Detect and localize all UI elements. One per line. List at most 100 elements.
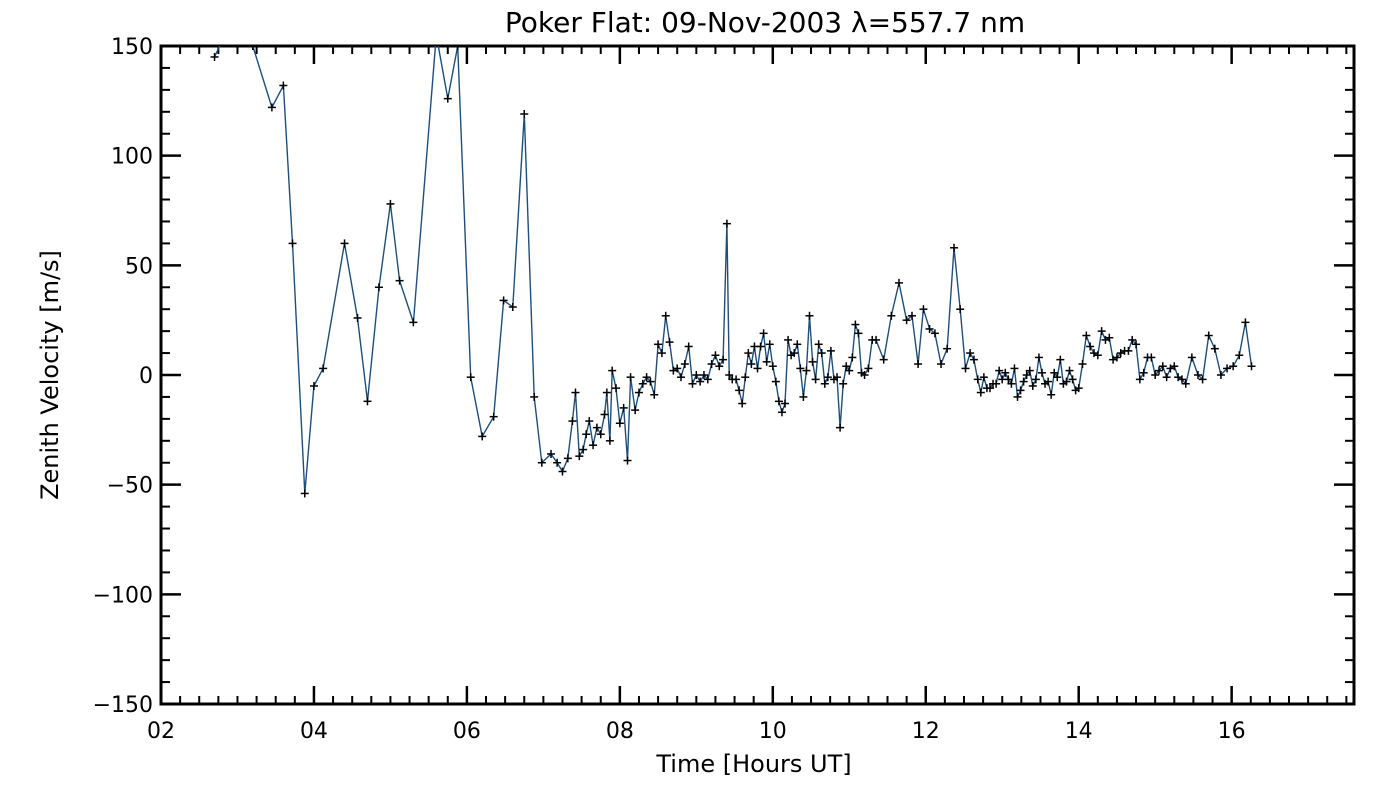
data-point: [864, 364, 873, 373]
data-point: [631, 406, 640, 415]
data-point: [894, 278, 903, 287]
data-point: [279, 81, 288, 90]
x-tick-label: 16: [1218, 719, 1246, 744]
data-point: [688, 379, 697, 388]
data-point: [288, 239, 297, 248]
data-point: [925, 324, 934, 333]
data-point: [777, 408, 786, 417]
data-point: [499, 296, 508, 305]
data-point: [537, 458, 546, 467]
data-point: [1065, 366, 1074, 375]
data-point: [563, 454, 572, 463]
data-point: [1223, 364, 1232, 373]
data-point: [826, 346, 835, 355]
data-point: [879, 355, 888, 364]
data-point: [902, 316, 911, 325]
data-point: [930, 329, 939, 338]
plot-frame: [159, 44, 1356, 706]
data-point: [992, 379, 1001, 388]
axis-ticks: [159, 44, 1354, 706]
data-point: [793, 340, 802, 349]
data-point: [1086, 342, 1095, 351]
data-point: [443, 94, 452, 103]
x-tick-label: 14: [1065, 719, 1093, 744]
data-point: [1135, 375, 1144, 384]
data-point: [553, 458, 562, 467]
data-point: [836, 423, 845, 432]
data-point: [1105, 333, 1114, 342]
data-point: [579, 445, 588, 454]
data-point: [703, 375, 712, 384]
data-point: [914, 360, 923, 369]
data-point: [707, 360, 716, 369]
data-point: [961, 364, 970, 373]
data-point: [680, 360, 689, 369]
data-point: [833, 373, 842, 382]
data-point: [747, 360, 756, 369]
data-point: [1177, 375, 1186, 384]
data-point: [363, 397, 372, 406]
x-tick-label: 08: [606, 719, 634, 744]
y-tick-label: 0: [139, 364, 153, 389]
data-point: [300, 489, 309, 498]
data-point: [699, 371, 708, 379]
data-point: [1198, 375, 1207, 384]
x-tick-label: 06: [453, 719, 481, 744]
data-point: [508, 303, 517, 312]
data-point: [1170, 362, 1179, 371]
data-point: [353, 313, 362, 322]
data-point: [1132, 340, 1141, 349]
data-point: [848, 353, 857, 362]
data-point: [654, 340, 663, 349]
data-point: [956, 305, 965, 314]
data-point: [657, 349, 666, 358]
data-point: [386, 199, 395, 208]
data-point: [1056, 355, 1065, 364]
data-point: [823, 373, 832, 382]
data-point: [854, 329, 863, 338]
data-point: [765, 340, 774, 349]
data-point: [409, 318, 418, 327]
data-point: [1010, 364, 1019, 373]
data-point: [692, 371, 701, 379]
data-point: [1044, 377, 1053, 386]
data-point: [744, 349, 753, 358]
data-point: [851, 320, 860, 329]
data-point: [582, 430, 591, 439]
data-point: [937, 360, 946, 369]
data-point: [612, 384, 621, 393]
y-tick-label: 150: [111, 35, 153, 60]
data-point: [478, 432, 487, 441]
axis-tick-labels: 02 04 06 08 10 12 14 16 −150 −100 −50 0 50 100 150: [93, 35, 1246, 744]
data-point: [1112, 353, 1121, 362]
data-point: [1158, 362, 1167, 371]
y-tick-label: 50: [125, 254, 153, 279]
data-point: [374, 283, 383, 292]
data-point: [1241, 318, 1250, 327]
data-point: [575, 452, 584, 461]
x-tick-label: 12: [912, 719, 940, 744]
data-markers: [210, 46, 1256, 498]
data-point: [568, 417, 577, 426]
data-point: [1097, 327, 1106, 336]
data-point: [1187, 353, 1196, 362]
data-point: [1022, 371, 1031, 379]
data-point: [735, 386, 744, 395]
data-point: [623, 456, 632, 465]
data-point: [600, 410, 609, 419]
data-point: [802, 366, 811, 375]
data-point: [1093, 351, 1102, 360]
data-point: [771, 377, 780, 386]
data-point: [741, 373, 750, 382]
data-point: [1151, 371, 1160, 379]
data-point: [979, 373, 988, 382]
data-point: [796, 364, 805, 373]
data-point: [1082, 331, 1091, 340]
data-point: [1025, 366, 1034, 375]
data-point: [596, 430, 605, 439]
data-point: [571, 388, 580, 397]
data-point: [711, 351, 720, 360]
data-point: [646, 377, 655, 386]
data-point: [1128, 335, 1137, 344]
data-point: [684, 342, 693, 351]
